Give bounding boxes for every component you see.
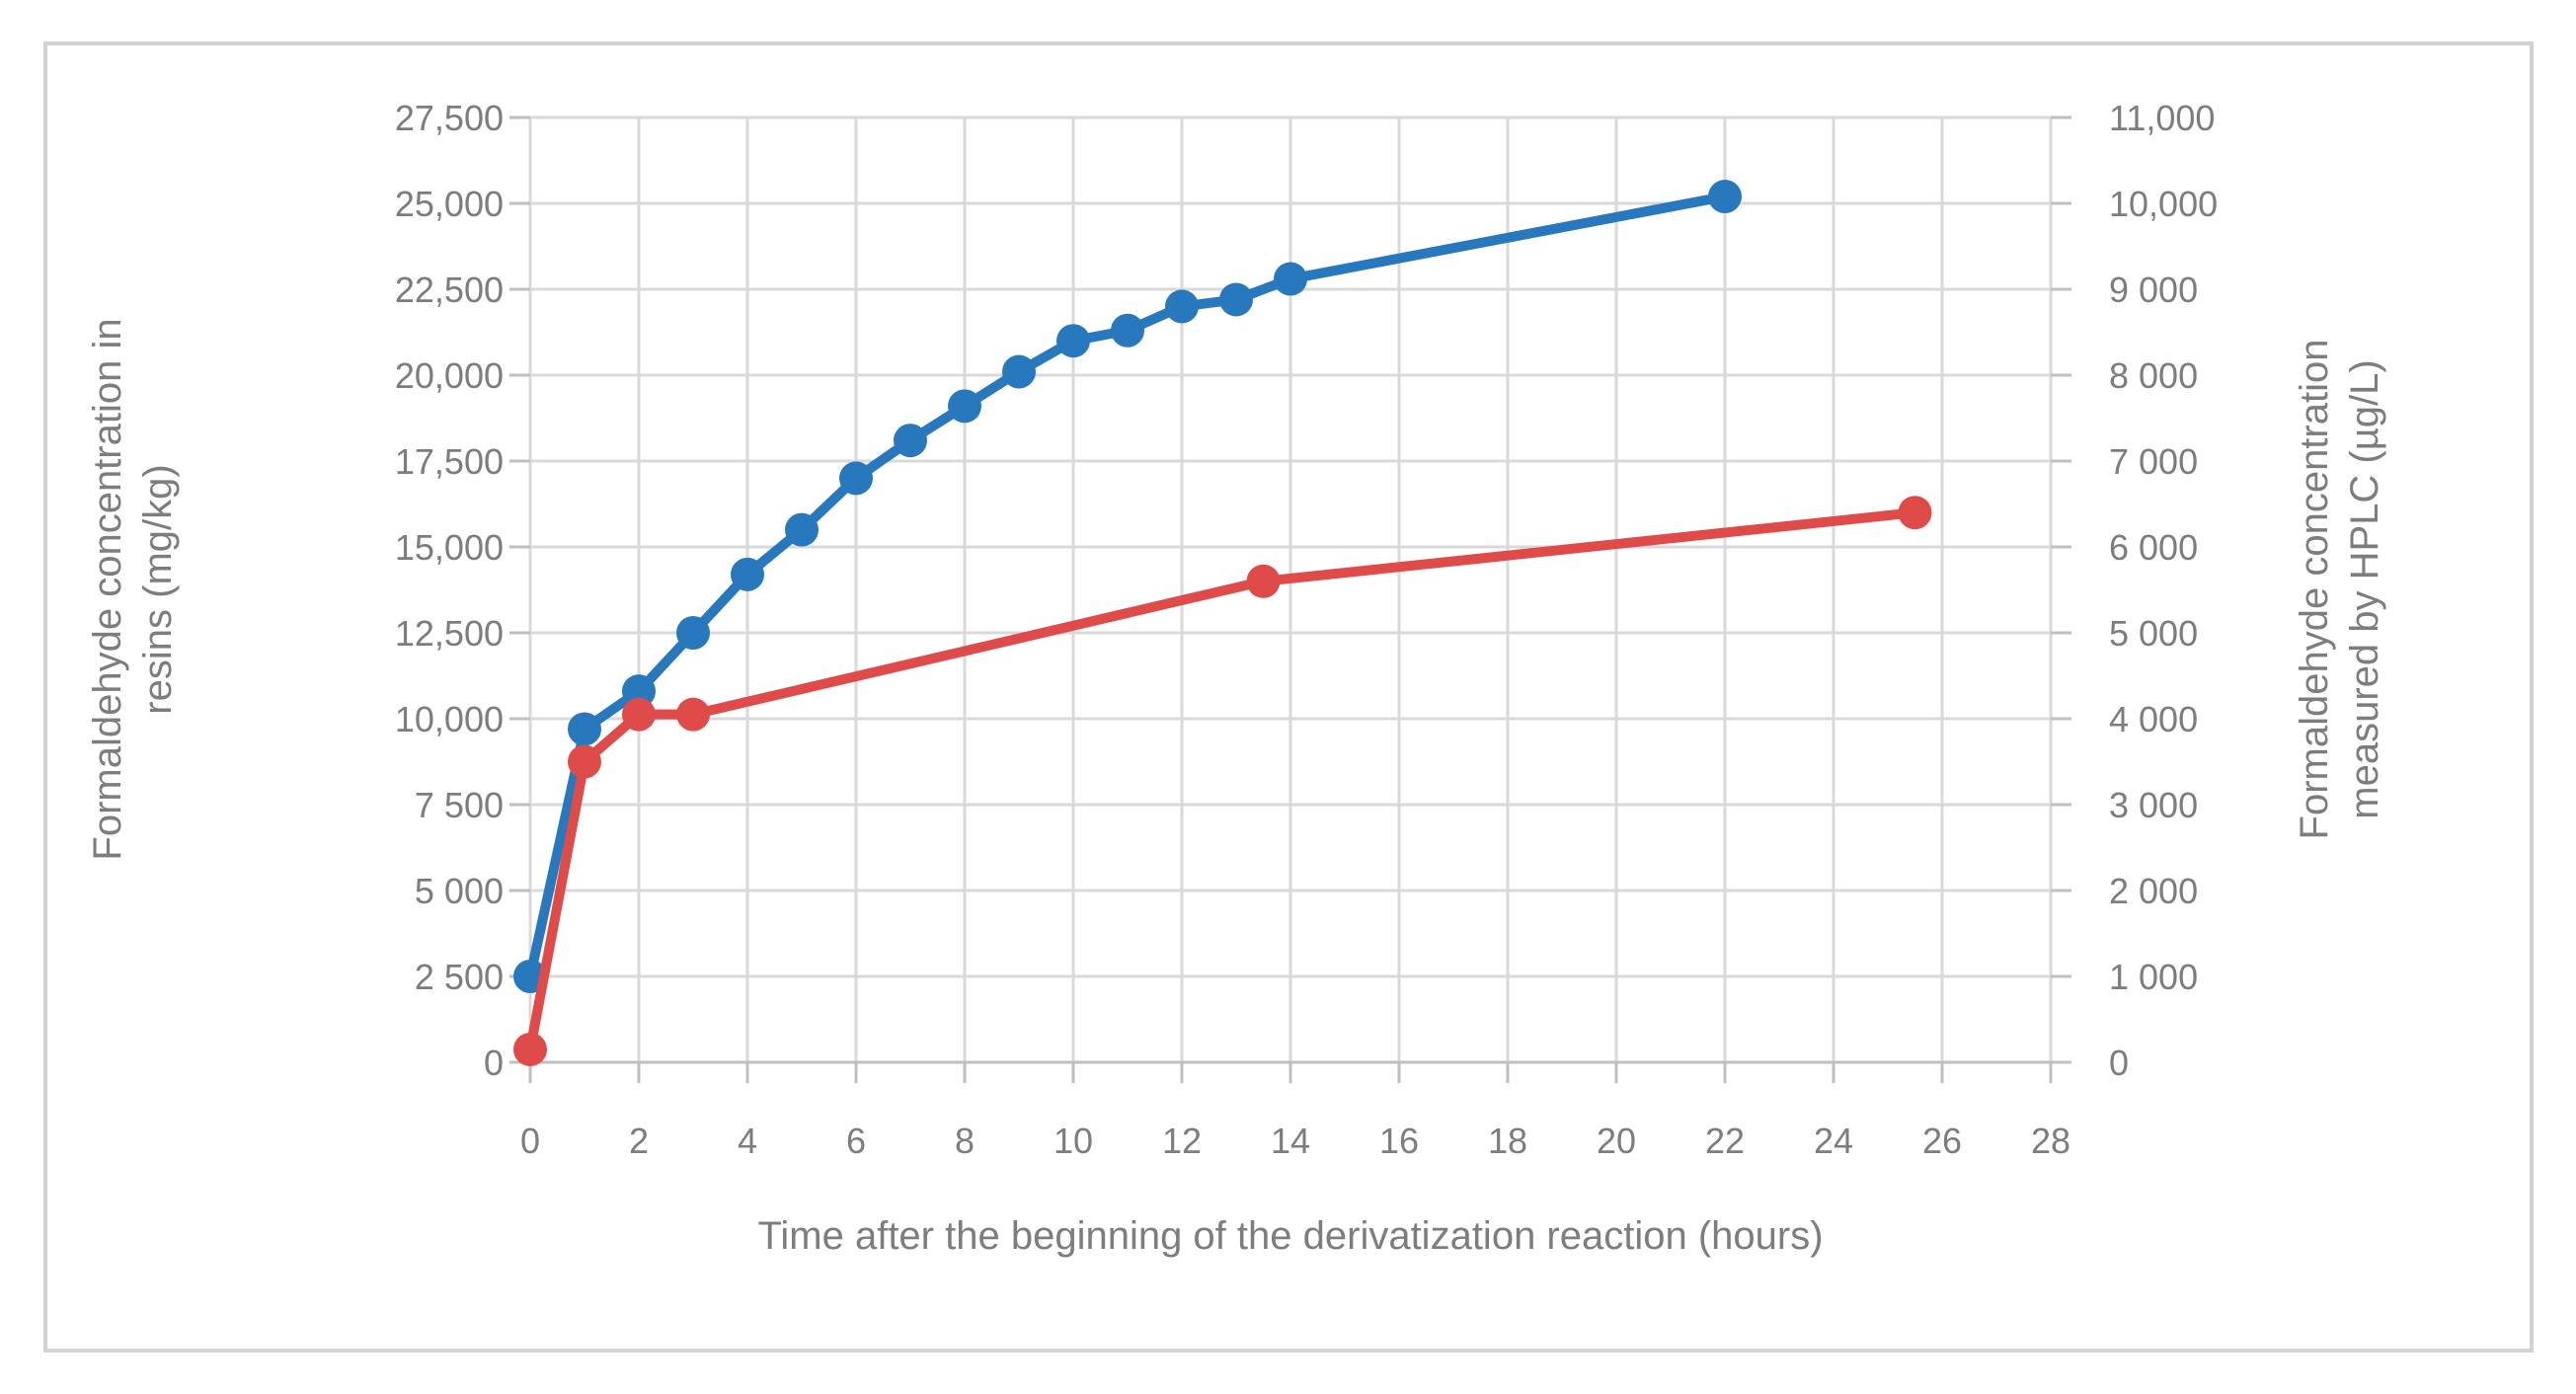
chart-border xyxy=(43,41,2534,1353)
data-point-marker xyxy=(622,697,656,732)
data-point-marker xyxy=(513,1032,547,1066)
data-point-marker xyxy=(1246,564,1281,598)
left-y-tick-label: 17,500 xyxy=(395,441,504,482)
x-tick-label: 4 xyxy=(738,1121,757,1161)
right-y-tick-label: 8 000 xyxy=(2109,355,2198,396)
right-y-tick-label: 7 000 xyxy=(2109,441,2198,482)
right-y-tick-label: 0 xyxy=(2109,1043,2129,1083)
right-y-tick-label: 4 000 xyxy=(2109,699,2198,739)
series-layer xyxy=(513,180,1932,1066)
right-y-axis-title: Formaldehyde concentration measured by H… xyxy=(2293,340,2386,840)
left-y-tick-label: 15,000 xyxy=(395,527,504,568)
x-tick-label: 26 xyxy=(1922,1121,1962,1161)
left-y-tick-label: 20,000 xyxy=(395,355,504,396)
left-y-tick-label: 27,500 xyxy=(395,98,504,138)
right-y-tick-label: 6 000 xyxy=(2109,527,2198,568)
left-y-axis-title: Formaldehyde concentration in resins (mg… xyxy=(86,318,180,860)
left-y-tick-label: 7 500 xyxy=(415,785,504,825)
x-tick-label: 20 xyxy=(1597,1121,1636,1161)
right-y-tick-label: 10,000 xyxy=(2109,184,2218,224)
data-point-marker xyxy=(1274,262,1307,296)
left-y-tick-label: 10,000 xyxy=(395,699,504,739)
data-point-marker xyxy=(1111,313,1144,348)
data-point-marker xyxy=(1056,324,1090,358)
series-line xyxy=(525,192,1730,981)
data-point-marker xyxy=(731,557,764,591)
data-point-marker xyxy=(622,674,656,709)
right-y-axis-title-line1: Formaldehyde concentration xyxy=(2293,340,2336,840)
x-tick-label: 12 xyxy=(1162,1121,1202,1161)
left-y-axis-title-line1: Formaldehyde concentration in xyxy=(86,318,129,860)
right-y-axis-title-line2: measured by HPLC (µg/L) xyxy=(2343,359,2386,818)
right-y-tick-label: 2 000 xyxy=(2109,871,2198,911)
data-point-marker xyxy=(894,424,927,458)
data-point-marker xyxy=(568,744,601,779)
data-point-marker xyxy=(676,616,710,650)
x-tick-label: 22 xyxy=(1705,1121,1745,1161)
data-point-marker xyxy=(1002,354,1036,389)
left-y-tick-label: 22,500 xyxy=(395,270,504,310)
x-tick-label: 2 xyxy=(629,1121,649,1161)
data-point-marker xyxy=(948,389,981,424)
left-y-axis-title-line2: resins (mg/kg) xyxy=(136,464,180,714)
left-y-tick-label: 25,000 xyxy=(395,184,504,224)
data-point-marker xyxy=(1898,496,1932,530)
x-tick-label: 10 xyxy=(1054,1121,1093,1161)
data-point-marker xyxy=(676,697,710,732)
data-point-marker xyxy=(568,712,601,746)
left-y-tick-label: 5 000 xyxy=(415,871,504,911)
x-tick-label: 0 xyxy=(520,1121,540,1161)
series-line xyxy=(525,507,1920,1054)
x-tick-label: 18 xyxy=(1488,1121,1527,1161)
x-tick-label: 16 xyxy=(1379,1121,1419,1161)
right-y-tick-label: 3 000 xyxy=(2109,785,2198,825)
right-y-tick-label: 5 000 xyxy=(2109,613,2198,654)
x-tick-label: 24 xyxy=(1814,1121,1853,1161)
x-axis-title: Time after the beginning of the derivati… xyxy=(757,1214,1823,1258)
right-y-tick-label: 11,000 xyxy=(2109,98,2215,138)
x-tick-label: 8 xyxy=(955,1121,975,1161)
right-y-tick-label: 1 000 xyxy=(2109,957,2198,997)
data-point-marker xyxy=(1165,289,1199,324)
data-point-marker xyxy=(785,512,819,547)
x-tick-label: 14 xyxy=(1271,1121,1310,1161)
x-tick-label: 28 xyxy=(2031,1121,2070,1161)
data-point-marker xyxy=(839,461,873,496)
left-y-tick-label: 2 500 xyxy=(415,957,504,997)
left-y-tick-label: 0 xyxy=(484,1043,504,1083)
left-y-tick-label: 12,500 xyxy=(395,613,504,654)
x-tick-label: 6 xyxy=(846,1121,866,1161)
data-point-marker xyxy=(1708,180,1742,214)
right-y-tick-label: 9 000 xyxy=(2109,270,2198,310)
data-point-marker xyxy=(1219,282,1253,317)
